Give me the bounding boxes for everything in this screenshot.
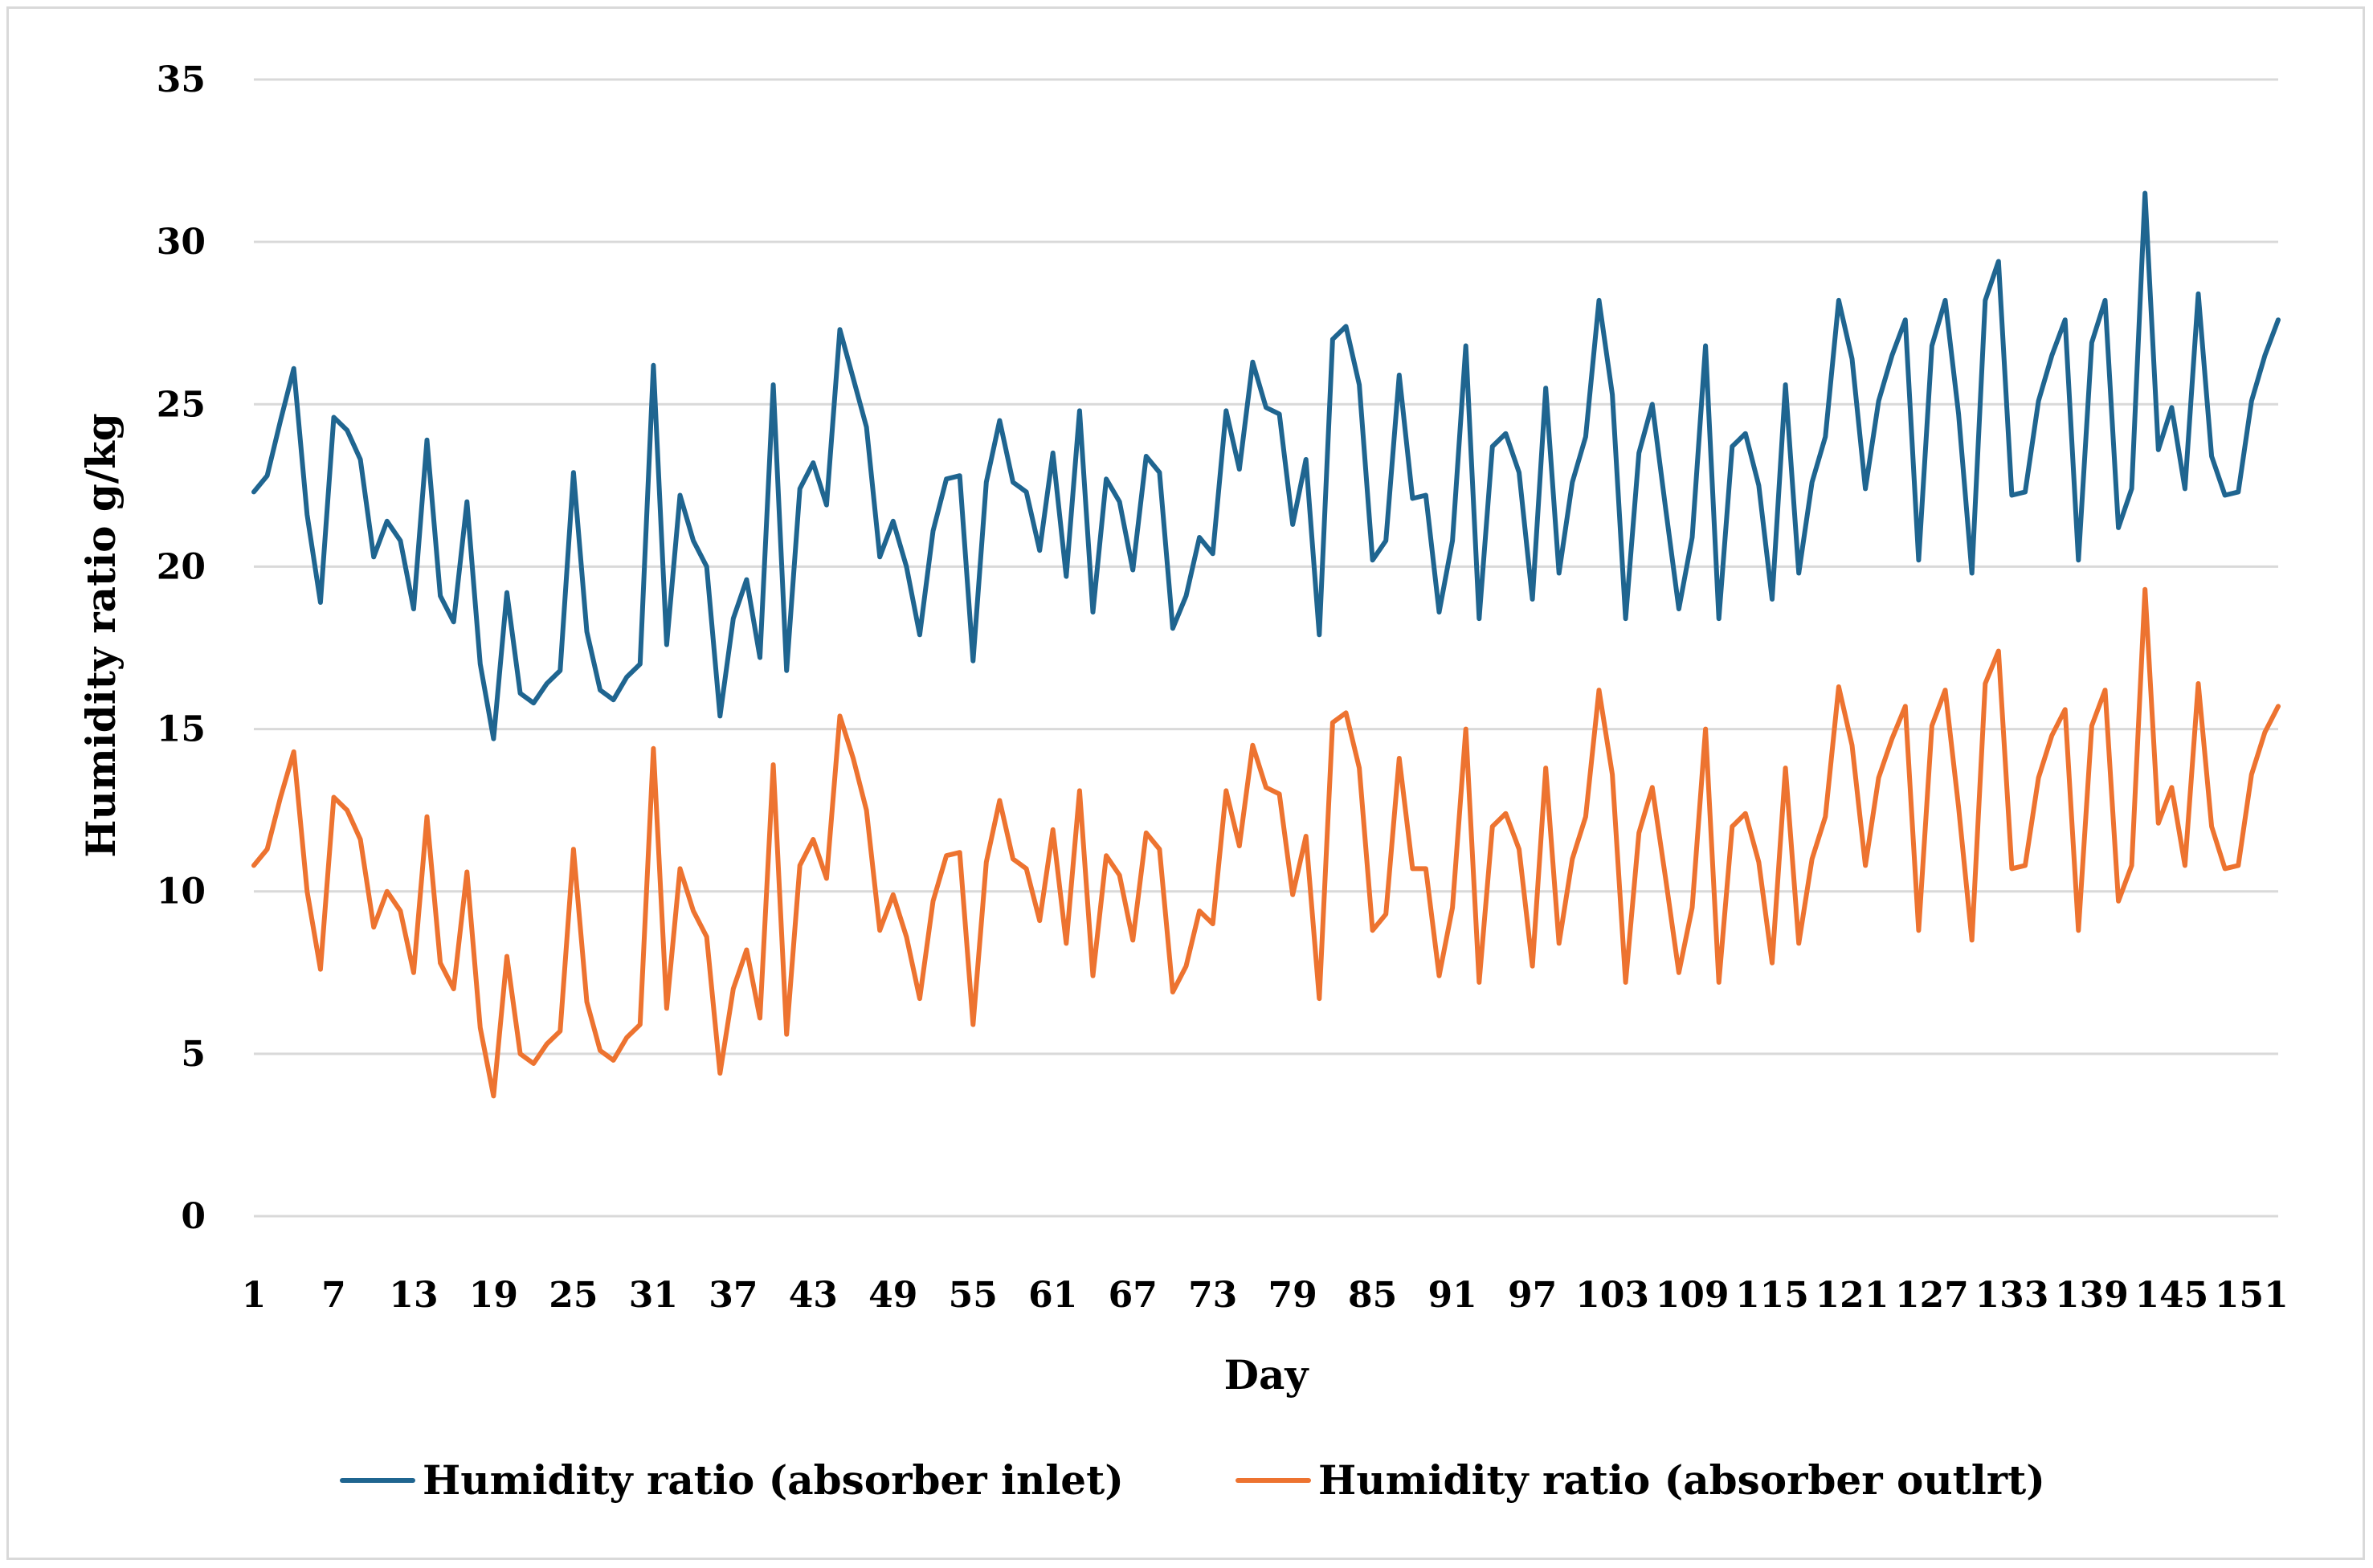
gridlines [254, 78, 2278, 1218]
x-tick-label: 73 [1188, 1275, 1237, 1316]
y-tick-label: 35 [157, 59, 206, 100]
x-tick-label: 79 [1268, 1275, 1317, 1316]
x-tick-label: 85 [1348, 1275, 1397, 1316]
x-tick-label: 19 [469, 1275, 518, 1316]
x-tick-label: 145 [2134, 1275, 2208, 1316]
y-axis-ticks: 0 5 10 15 20 25 30 35 [157, 59, 206, 1237]
x-tick-label: 7 [321, 1275, 346, 1316]
series-line-outlet [251, 586, 2281, 1099]
x-tick-label: 97 [1508, 1275, 1557, 1316]
x-tick-label: 61 [1028, 1275, 1077, 1316]
x-axis-title: Day [1224, 1351, 1310, 1399]
x-tick-label: 31 [629, 1275, 678, 1316]
x-tick-label: 133 [1975, 1275, 2048, 1316]
x-tick-label: 49 [868, 1275, 917, 1316]
chart-frame: 0 5 10 15 20 25 30 35 1 7 13 19 25 31 37 43 49 55 61 67 73 7… [6, 6, 2365, 1560]
y-tick-label: 5 [181, 1034, 206, 1075]
x-tick-label: 43 [789, 1275, 838, 1316]
legend-label-outlet: Humidity ratio (absorber outlrt) [1318, 1456, 2045, 1504]
y-tick-label: 20 [157, 546, 206, 587]
legend: Humidity ratio (absorber inlet) Humidity … [340, 1456, 2045, 1504]
series-line-inlet [251, 190, 2281, 741]
x-axis-ticks: 1 7 13 19 25 31 37 43 49 55 61 67 73 79 85 91 97 103 109 11… [242, 1275, 2289, 1316]
y-tick-label: 25 [157, 384, 206, 425]
legend-label-inlet: Humidity ratio (absorber inlet) [423, 1456, 1124, 1504]
x-tick-label: 37 [709, 1275, 758, 1316]
x-tick-label: 25 [549, 1275, 598, 1316]
y-axis-title: Humidity ratio g/kg [77, 413, 125, 857]
x-tick-label: 13 [389, 1275, 438, 1316]
x-tick-label: 1 [242, 1275, 267, 1316]
series-lines [251, 190, 2281, 1099]
x-tick-label: 115 [1735, 1275, 1809, 1316]
x-tick-label: 91 [1427, 1275, 1476, 1316]
x-tick-label: 151 [2215, 1275, 2289, 1316]
y-tick-label: 15 [157, 709, 206, 750]
x-tick-label: 139 [2055, 1275, 2129, 1316]
x-tick-label: 127 [1895, 1275, 1969, 1316]
y-tick-label: 10 [157, 872, 206, 913]
x-tick-label: 55 [949, 1275, 998, 1316]
x-tick-label: 109 [1656, 1275, 1730, 1316]
y-tick-label: 0 [181, 1196, 206, 1237]
line-chart: 0 5 10 15 20 25 30 35 1 7 13 19 25 31 37 43 49 55 61 67 73 7… [77, 59, 2289, 1504]
x-tick-label: 67 [1109, 1275, 1158, 1316]
y-tick-label: 30 [157, 222, 206, 263]
x-tick-label: 103 [1575, 1275, 1649, 1316]
x-tick-label: 121 [1815, 1275, 1889, 1316]
